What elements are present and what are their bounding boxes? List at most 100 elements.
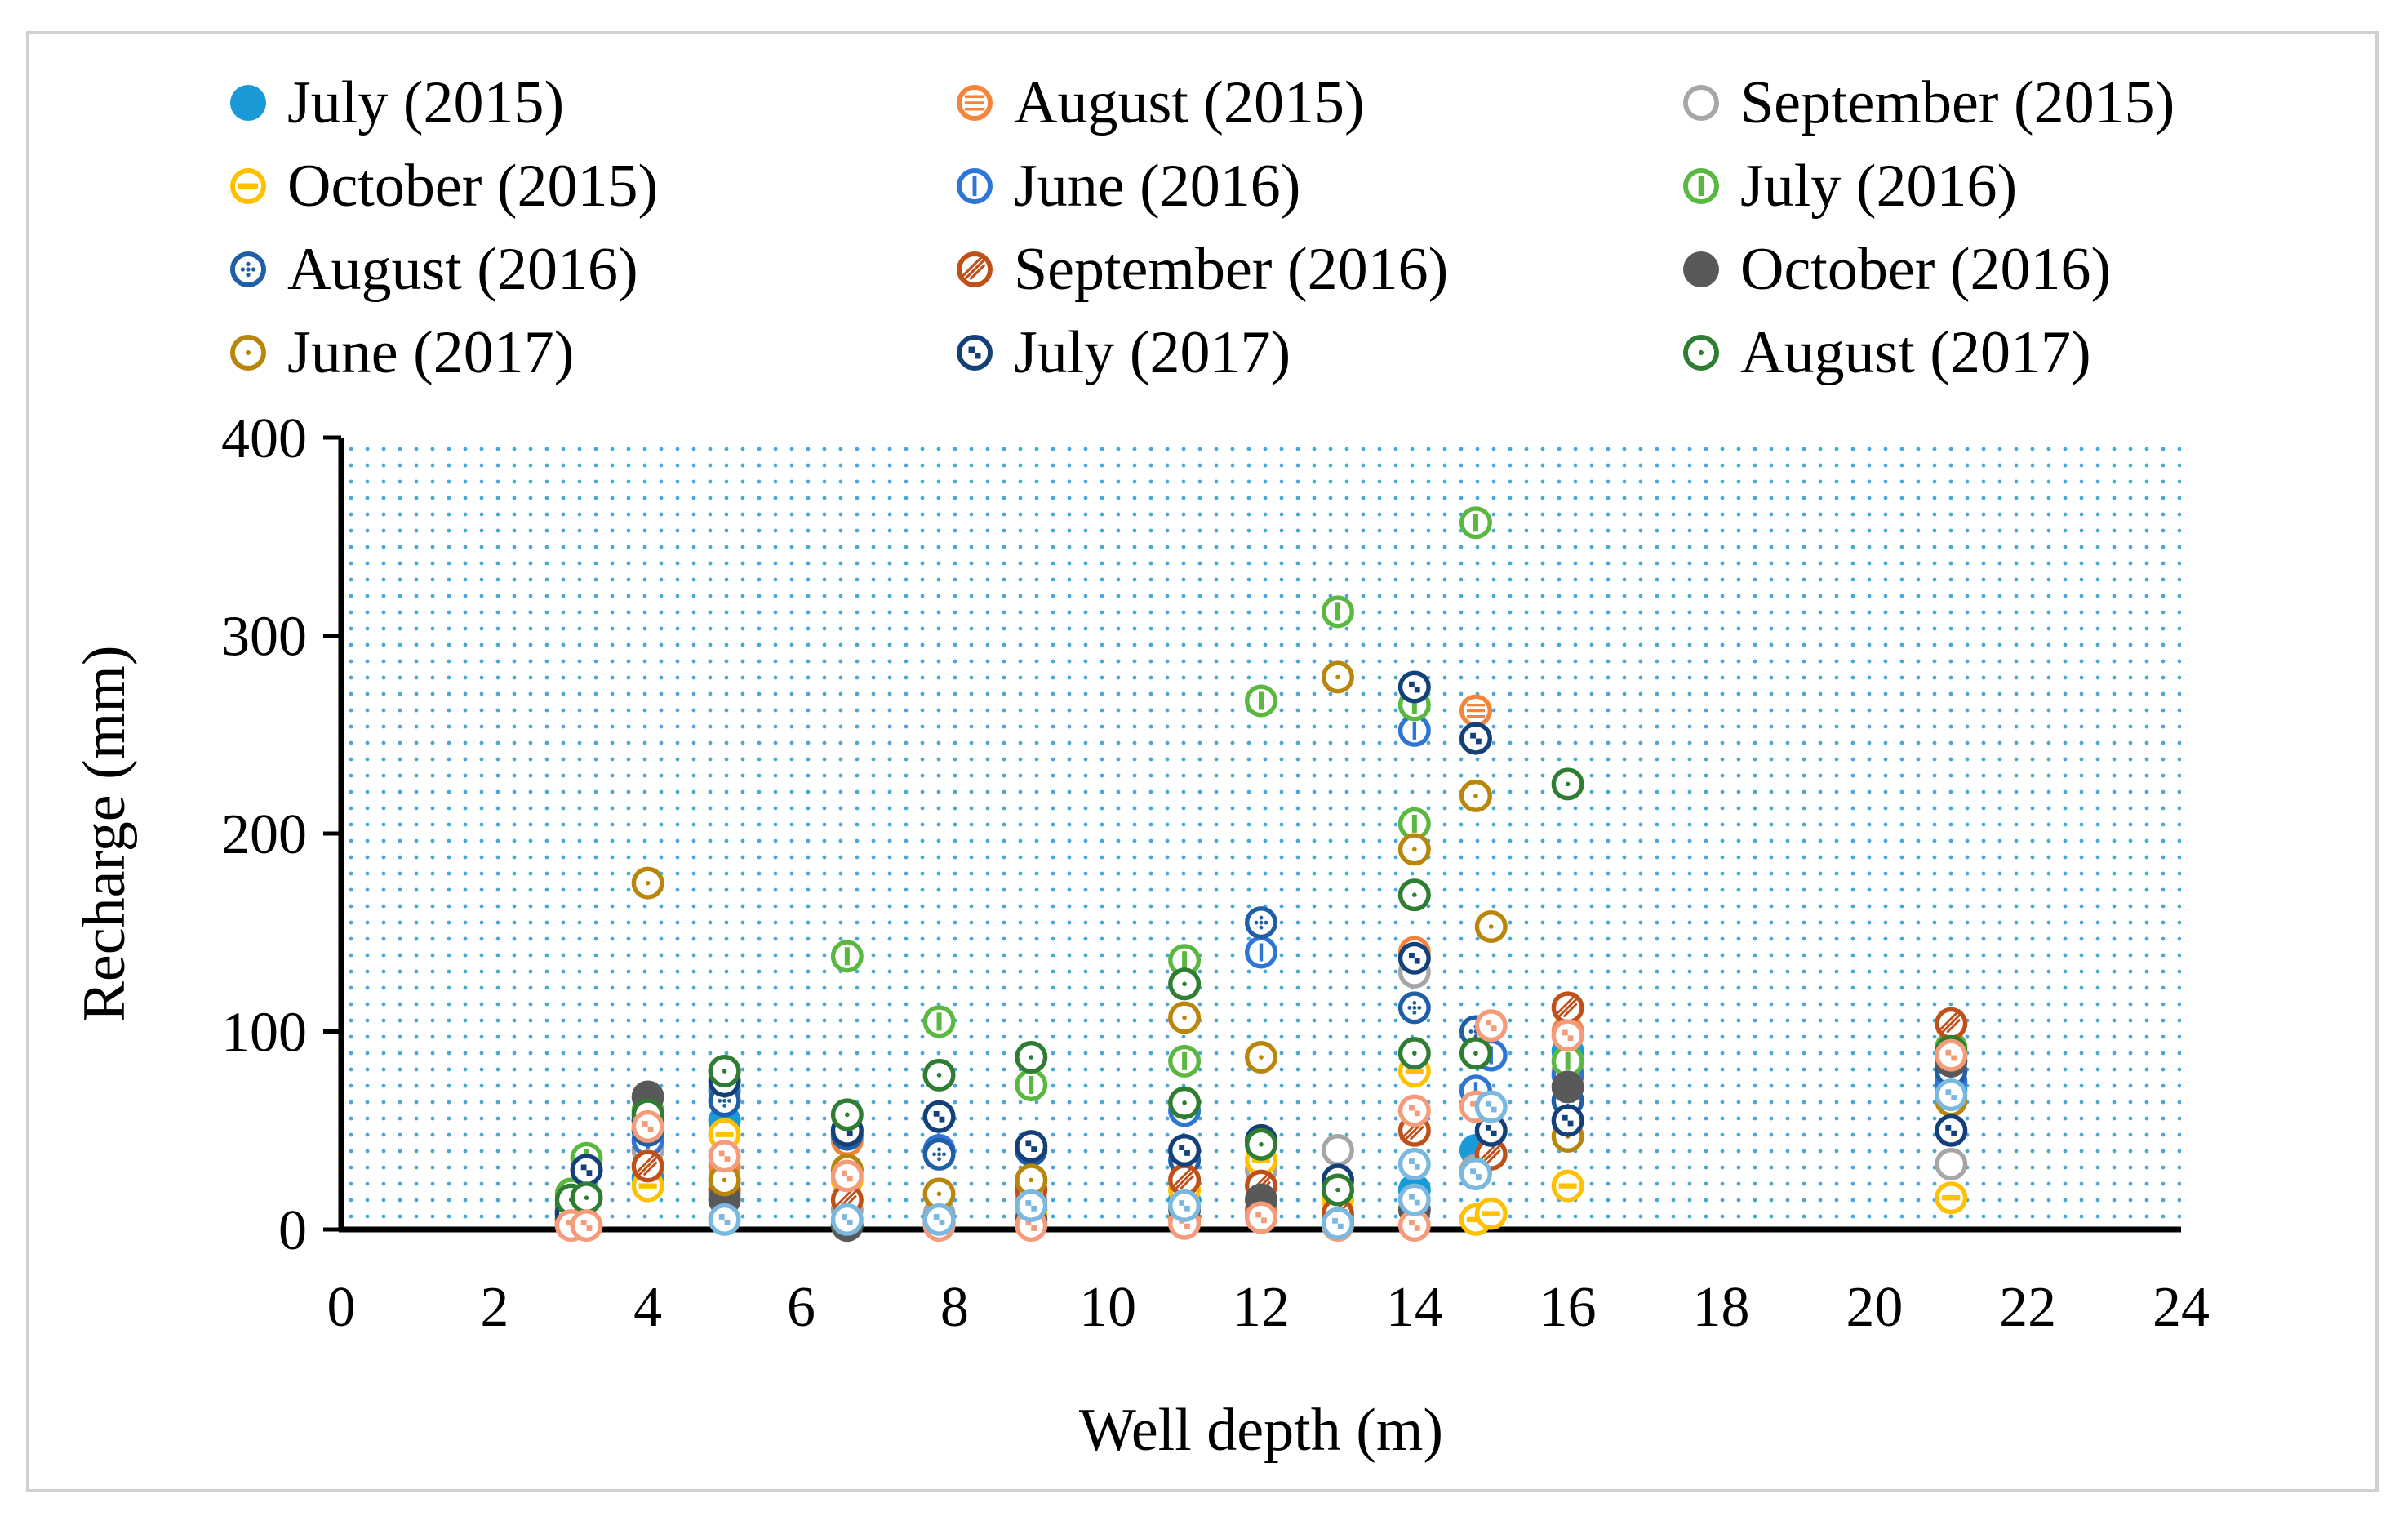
data-point xyxy=(1935,1147,1968,1180)
chart-frame xyxy=(26,31,2379,1492)
data-point xyxy=(922,1058,956,1092)
legend-marker xyxy=(1682,335,1719,371)
x-tick-label: 10 xyxy=(1079,1276,1136,1339)
data-point xyxy=(1168,1086,1202,1119)
legend-item: June (2016) xyxy=(956,153,1300,220)
data-point xyxy=(631,1109,664,1143)
legend-marker xyxy=(956,85,993,122)
y-tick-label: 300 xyxy=(221,606,307,669)
data-point xyxy=(708,1054,741,1087)
data-point xyxy=(1244,936,1277,969)
data-point xyxy=(1935,1078,1968,1112)
data-point xyxy=(570,1154,603,1187)
data-point xyxy=(1459,506,1492,540)
x-tick-label: 6 xyxy=(787,1276,815,1339)
data-point xyxy=(1244,1127,1277,1161)
x-axis-label: Well depth (m) xyxy=(1079,1397,1443,1464)
x-tick-label: 22 xyxy=(1999,1276,2056,1339)
data-point xyxy=(1474,1114,1508,1147)
data-point xyxy=(1551,767,1584,801)
data-point xyxy=(1474,909,1508,943)
data-point xyxy=(1244,684,1277,718)
x-tick-label: 20 xyxy=(1846,1276,1903,1339)
data-point xyxy=(1244,1201,1277,1234)
data-point xyxy=(1935,1181,1968,1215)
data-point xyxy=(922,1005,956,1038)
data-point xyxy=(1474,1009,1508,1043)
data-point xyxy=(1015,1130,1048,1163)
x-tick-label: 18 xyxy=(1693,1276,1750,1339)
data-point xyxy=(570,1181,603,1215)
legend-marker xyxy=(230,251,267,288)
data-point xyxy=(1551,1070,1584,1104)
data-point xyxy=(1321,660,1354,694)
data-point xyxy=(1397,1037,1431,1070)
legend-marker xyxy=(1683,251,1719,287)
plot-area xyxy=(341,438,2181,1229)
legend-item: September (2016) xyxy=(956,236,1448,303)
legend-item: August (2017) xyxy=(1682,319,2091,386)
data-point xyxy=(1168,967,1202,1001)
data-point xyxy=(1015,1068,1048,1101)
x-tick-label: 16 xyxy=(1539,1276,1597,1339)
data-point xyxy=(708,1163,741,1197)
legend-label: June (2017) xyxy=(287,319,574,386)
data-point xyxy=(1397,1183,1431,1216)
data-point xyxy=(1935,1114,1968,1147)
data-points xyxy=(554,506,1968,1243)
data-point xyxy=(922,1177,956,1211)
legend-item: July (2016) xyxy=(1682,153,2017,220)
y-tick-label: 200 xyxy=(221,803,307,866)
legend-item: October (2016) xyxy=(1683,236,2111,303)
legend: July (2015) August (2015) September (2015)… xyxy=(230,69,2175,386)
x-tick-label: 12 xyxy=(1233,1276,1290,1339)
x-tick-label: 24 xyxy=(2153,1276,2210,1339)
legend-label: October (2015) xyxy=(287,153,658,220)
data-point xyxy=(1321,595,1354,629)
data-point xyxy=(1459,722,1492,755)
data-point xyxy=(631,866,664,900)
data-point xyxy=(1551,991,1584,1025)
data-point xyxy=(1551,1169,1584,1203)
legend-label: June (2016) xyxy=(1014,153,1300,220)
legend-marker xyxy=(1682,85,1719,122)
legend-marker xyxy=(956,251,993,288)
data-point xyxy=(1244,1041,1277,1074)
data-point xyxy=(830,1098,864,1132)
data-point xyxy=(570,1209,603,1243)
data-point xyxy=(830,1159,864,1193)
legend-marker xyxy=(230,335,267,371)
data-point xyxy=(1459,694,1492,727)
legend-label: August (2016) xyxy=(287,236,638,303)
legend-item: June (2017) xyxy=(230,319,574,386)
legend-label: August (2017) xyxy=(1740,319,2091,386)
data-point xyxy=(1168,1001,1202,1034)
data-point xyxy=(1474,1090,1508,1123)
data-point xyxy=(1321,1207,1354,1240)
data-point xyxy=(1459,1037,1492,1070)
data-point xyxy=(1397,833,1431,866)
legend-label: July (2016) xyxy=(1740,153,2017,220)
data-point xyxy=(708,1140,741,1173)
data-point xyxy=(1397,807,1431,840)
data-point xyxy=(1459,1158,1492,1191)
legend-item: August (2015) xyxy=(956,69,1365,136)
data-point xyxy=(1168,1044,1202,1078)
data-point xyxy=(1397,878,1431,912)
legend-label: September (2015) xyxy=(1740,69,2175,136)
data-point xyxy=(1935,1038,1968,1072)
data-point xyxy=(1551,1104,1584,1137)
data-point xyxy=(1321,1133,1354,1167)
legend-label: September (2016) xyxy=(1014,236,1448,303)
y-tick-label: 0 xyxy=(278,1199,307,1262)
legend-label: October (2016) xyxy=(1740,236,2111,303)
data-point xyxy=(1321,1173,1354,1207)
legend-label: August (2015) xyxy=(1014,69,1365,136)
x-tick-label: 14 xyxy=(1386,1276,1443,1339)
data-point xyxy=(1551,1019,1584,1052)
legend-marker xyxy=(230,168,267,205)
legend-marker xyxy=(230,85,266,121)
data-point xyxy=(631,1149,664,1183)
legend-label: July (2017) xyxy=(1014,319,1291,386)
